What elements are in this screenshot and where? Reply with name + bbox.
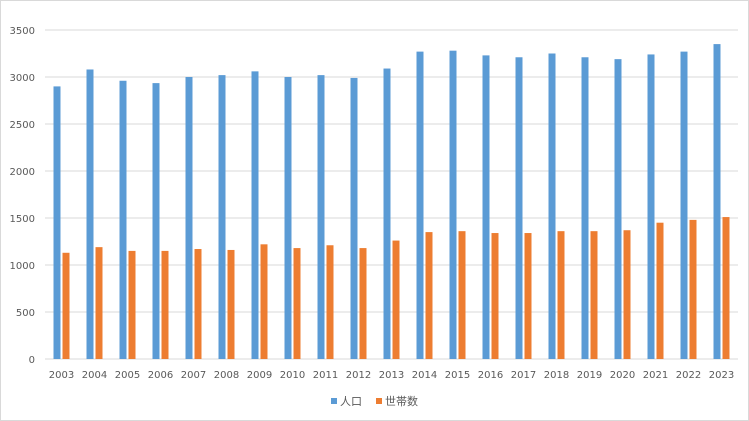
bar-population-2018 — [548, 53, 556, 359]
x-tick-label: 2021 — [643, 370, 668, 381]
x-tick-label: 2019 — [577, 370, 602, 381]
bar-households-2014 — [425, 232, 433, 359]
bar-population-2007 — [185, 77, 193, 359]
x-tick-label: 2023 — [709, 370, 734, 381]
y-tick-label: 3000 — [10, 73, 35, 84]
bar-households-2018 — [557, 231, 565, 359]
bar-population-2016 — [482, 55, 490, 359]
x-tick-label: 2018 — [544, 370, 569, 381]
bar-households-2015 — [458, 231, 466, 359]
y-tick-label: 2000 — [10, 167, 35, 178]
x-tick-label: 2014 — [412, 370, 437, 381]
bar-households-2007 — [194, 249, 202, 359]
bar-population-2004 — [86, 69, 94, 359]
bar-households-2019 — [590, 231, 598, 359]
y-tick-label: 1000 — [10, 261, 35, 272]
bar-population-2010 — [284, 77, 292, 359]
y-axis-tick-labels: 0 500 1000 1500 2000 2500 3000 3500 — [10, 26, 35, 366]
bar-households-2020 — [623, 230, 631, 359]
bar-population-2020 — [614, 59, 622, 359]
x-tick-label: 2004 — [82, 370, 107, 381]
bar-population-2015 — [449, 50, 457, 360]
legend-swatch-households — [376, 398, 382, 404]
legend-item-population: 人口 — [331, 393, 362, 409]
x-tick-label: 2005 — [115, 370, 140, 381]
bar-population-2008 — [218, 75, 226, 360]
bar-households-2004 — [95, 247, 103, 359]
x-tick-label: 2011 — [313, 370, 338, 381]
bar-households-2016 — [491, 233, 499, 359]
bar-population-2005 — [119, 80, 127, 359]
legend-item-households: 世帯数 — [376, 393, 418, 409]
legend-swatch-population — [331, 398, 337, 404]
bar-population-2021 — [647, 54, 655, 359]
x-axis-tick-labels: 2003 2004 2005 2006 2007 2008 2009 2010 2011 2012… — [49, 370, 734, 381]
bar-population-2019 — [581, 57, 589, 359]
y-tick-label: 2500 — [10, 120, 35, 131]
x-tick-label: 2012 — [346, 370, 371, 381]
bars — [53, 44, 730, 360]
y-tick-label: 3500 — [10, 26, 35, 37]
bar-households-2005 — [128, 250, 136, 359]
legend-label-households: 世帯数 — [385, 395, 418, 408]
bar-households-2023 — [722, 217, 730, 359]
bar-households-2022 — [689, 219, 697, 359]
bar-population-2009 — [251, 71, 259, 360]
bar-households-2003 — [62, 252, 70, 359]
bar-population-2013 — [383, 68, 391, 359]
x-tick-label: 2020 — [610, 370, 635, 381]
x-tick-label: 2008 — [214, 370, 239, 381]
bar-households-2009 — [260, 244, 268, 359]
x-tick-label: 2009 — [247, 370, 272, 381]
x-tick-label: 2007 — [181, 370, 206, 381]
x-tick-label: 2006 — [148, 370, 173, 381]
x-tick-label: 2013 — [379, 370, 404, 381]
bar-population-2006 — [152, 83, 160, 360]
bar-population-2014 — [416, 51, 424, 360]
x-tick-label: 2015 — [445, 370, 470, 381]
x-tick-label: 2022 — [676, 370, 701, 381]
bar-population-2003 — [53, 86, 61, 360]
bar-households-2008 — [227, 249, 235, 359]
bar-population-2012 — [350, 77, 358, 359]
bar-households-2021 — [656, 222, 664, 359]
x-tick-label: 2017 — [511, 370, 536, 381]
y-tick-label: 1500 — [10, 214, 35, 225]
gridlines — [45, 29, 738, 360]
bar-households-2010 — [293, 248, 301, 359]
x-tick-label: 2016 — [478, 370, 503, 381]
bar-population-2022 — [680, 51, 688, 360]
bar-population-2023 — [713, 44, 721, 359]
bar-households-2017 — [524, 233, 532, 359]
legend: 人口 世帯数 — [0, 393, 749, 409]
y-tick-label: 0 — [29, 355, 35, 366]
x-tick-label: 2010 — [280, 370, 305, 381]
y-tick-label: 500 — [16, 308, 35, 319]
x-tick-label: 2003 — [49, 370, 74, 381]
bar-population-2011 — [317, 75, 325, 360]
bar-population-2017 — [515, 57, 523, 359]
bar-households-2006 — [161, 250, 169, 359]
bar-households-2011 — [326, 245, 334, 359]
bar-households-2013 — [392, 240, 400, 359]
legend-label-population: 人口 — [340, 395, 362, 408]
bar-households-2012 — [359, 248, 367, 359]
